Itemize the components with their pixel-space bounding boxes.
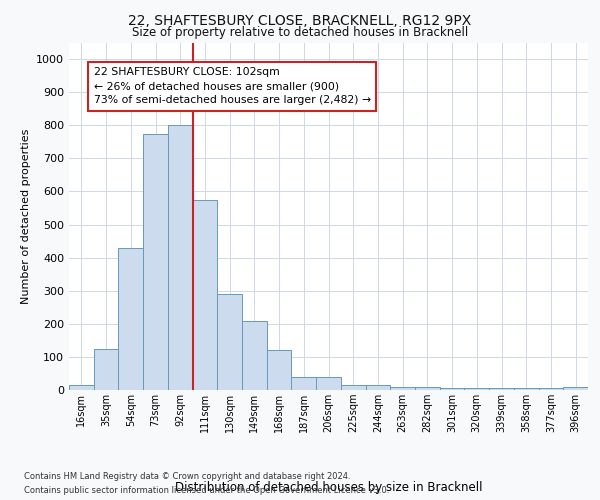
- Text: 22 SHAFTESBURY CLOSE: 102sqm
← 26% of detached houses are smaller (900)
73% of s: 22 SHAFTESBURY CLOSE: 102sqm ← 26% of de…: [94, 68, 371, 106]
- Text: Contains public sector information licensed under the Open Government Licence v3: Contains public sector information licen…: [24, 486, 389, 495]
- X-axis label: Distribution of detached houses by size in Bracknell: Distribution of detached houses by size …: [175, 481, 482, 494]
- Text: Contains HM Land Registry data © Crown copyright and database right 2024.: Contains HM Land Registry data © Crown c…: [24, 472, 350, 481]
- Bar: [464, 388, 489, 390]
- Bar: [390, 386, 415, 390]
- Bar: [316, 377, 341, 390]
- Bar: [440, 388, 464, 390]
- Bar: [217, 294, 242, 390]
- Bar: [118, 248, 143, 390]
- Bar: [539, 388, 563, 390]
- Text: 22, SHAFTESBURY CLOSE, BRACKNELL, RG12 9PX: 22, SHAFTESBURY CLOSE, BRACKNELL, RG12 9…: [128, 14, 472, 28]
- Y-axis label: Number of detached properties: Number of detached properties: [20, 128, 31, 304]
- Bar: [143, 134, 168, 390]
- Bar: [242, 320, 267, 390]
- Bar: [365, 385, 390, 390]
- Bar: [94, 348, 118, 390]
- Text: Size of property relative to detached houses in Bracknell: Size of property relative to detached ho…: [132, 26, 468, 39]
- Bar: [415, 388, 440, 390]
- Bar: [267, 350, 292, 390]
- Bar: [563, 388, 588, 390]
- Bar: [341, 385, 365, 390]
- Bar: [193, 200, 217, 390]
- Bar: [292, 377, 316, 390]
- Bar: [489, 388, 514, 390]
- Bar: [168, 125, 193, 390]
- Bar: [514, 388, 539, 390]
- Bar: [69, 385, 94, 390]
